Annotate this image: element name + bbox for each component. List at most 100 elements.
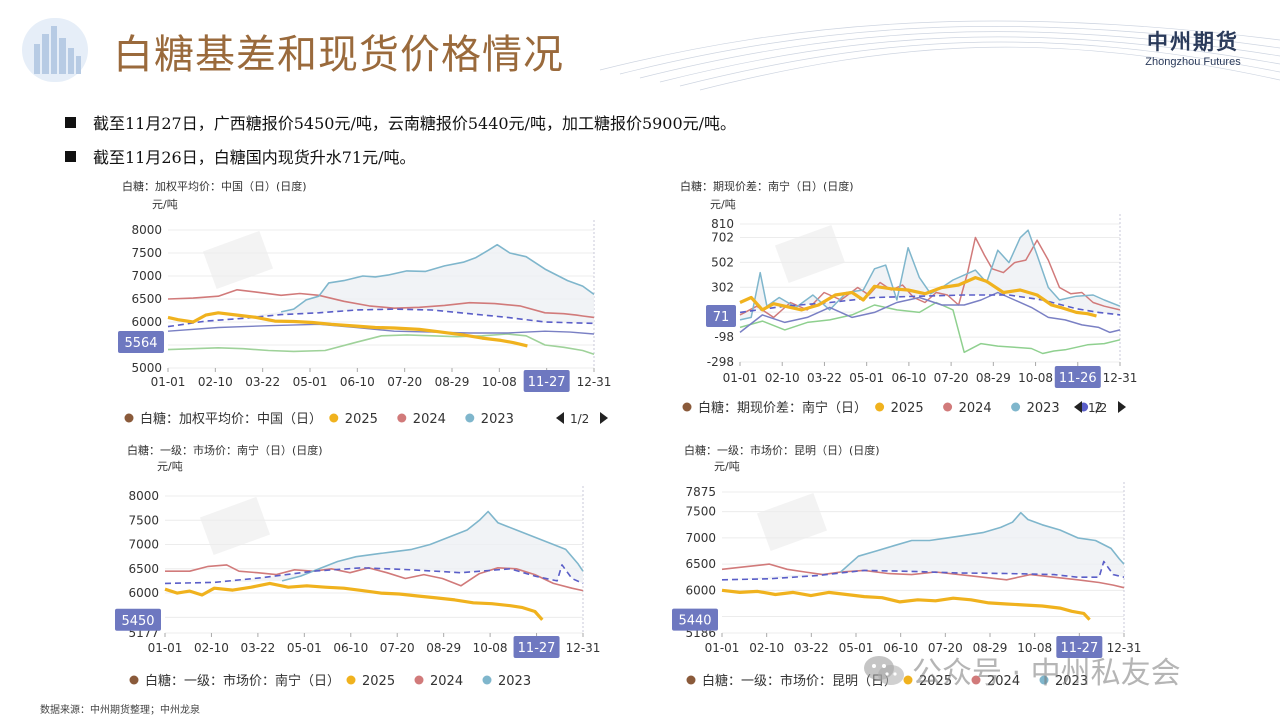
watermark-text: 公众号 · 中州私友会 bbox=[912, 656, 1181, 691]
y-tick-label: 810 bbox=[711, 217, 734, 231]
y-tick-label: 7000 bbox=[131, 269, 162, 283]
x-tick-label: 12-31 bbox=[1103, 371, 1138, 385]
legend-marker bbox=[943, 403, 952, 412]
x-tick-label: 10-08 bbox=[482, 375, 517, 389]
y-tick-label: 8000 bbox=[128, 489, 159, 503]
x-tick-label: 10-08 bbox=[1018, 371, 1053, 385]
wechat-icon bbox=[862, 653, 906, 689]
legend-label: 白糖：加权平均价：中国（日） bbox=[140, 411, 322, 427]
x-tick-label: 07-20 bbox=[380, 641, 415, 655]
current-value-label: 5564 bbox=[124, 336, 157, 351]
legend-page-label: 1/2 bbox=[570, 412, 589, 426]
current-value-label: 5450 bbox=[121, 614, 154, 629]
series-line-2022 bbox=[168, 334, 594, 354]
legend-marker bbox=[347, 676, 356, 685]
legend-next-icon bbox=[600, 412, 608, 424]
x-tick-label: 08-29 bbox=[435, 375, 470, 389]
y-tick-label: 6500 bbox=[131, 292, 162, 306]
chart-unit-label: 元/吨 bbox=[157, 460, 183, 473]
y-tick-label: 5000 bbox=[131, 361, 162, 375]
legend-marker bbox=[125, 414, 134, 423]
x-tick-label: 01-01 bbox=[705, 641, 740, 655]
legend-prev-icon bbox=[556, 412, 564, 424]
y-tick-label: -98 bbox=[714, 330, 734, 344]
chart-title: 白糖：加权平均价：中国（日）(日度) bbox=[122, 179, 307, 193]
logo-cn: 中州期货 bbox=[1138, 26, 1248, 56]
y-tick-label: 7875 bbox=[685, 485, 716, 499]
y-tick-label: 7500 bbox=[685, 505, 716, 519]
current-value-label: 71 bbox=[713, 310, 730, 325]
y-tick-label: 7000 bbox=[128, 538, 159, 552]
legend-label: 2025 bbox=[362, 674, 395, 689]
x-tick-label: 08-29 bbox=[976, 371, 1011, 385]
y-tick-label: -298 bbox=[707, 355, 734, 369]
x-tick-label: 07-20 bbox=[934, 371, 969, 385]
y-tick-label: 6500 bbox=[128, 562, 159, 576]
legend-label: 白糖：期现价差：南宁（日） bbox=[698, 400, 867, 416]
legend-marker bbox=[483, 676, 492, 685]
legend-marker bbox=[415, 676, 424, 685]
x-tick-label: 02-10 bbox=[749, 641, 784, 655]
current-date-label: 11-27 bbox=[528, 375, 566, 390]
legend-label: 白糖：一级：市场价：南宁（日） bbox=[145, 673, 340, 689]
chart-title: 白糖：期现价差：南宁（日）(日度) bbox=[680, 179, 854, 193]
y-tick-label: 302 bbox=[711, 280, 734, 294]
logo-en: Zhongzhou Futures bbox=[1138, 56, 1248, 68]
series-line-2025 bbox=[165, 583, 542, 619]
legend-next-icon bbox=[1118, 401, 1126, 413]
chart-unit-label: 元/吨 bbox=[714, 460, 740, 473]
y-tick-label: 8000 bbox=[131, 223, 162, 237]
y-tick-label: 6000 bbox=[685, 583, 716, 597]
x-tick-label: 06-10 bbox=[340, 375, 375, 389]
chart-basis-nanning: 白糖：期现价差：南宁（日）(日度)元/吨810702502302102-98-2… bbox=[668, 172, 1138, 424]
y-tick-label: 502 bbox=[711, 255, 734, 269]
legend-marker bbox=[1011, 403, 1020, 412]
data-source-note: 数据来源：中州期货整理；中州龙泉 bbox=[40, 701, 200, 716]
faint-watermark-block bbox=[203, 231, 273, 289]
bullet-item: 截至11月27日，广西糖报价5450元/吨，云南糖报价5440元/吨，加工糖报价… bbox=[65, 110, 736, 134]
legend-marker bbox=[683, 403, 692, 412]
x-tick-label: 03-22 bbox=[794, 641, 829, 655]
current-value-label: 5440 bbox=[678, 614, 711, 629]
legend-marker bbox=[329, 414, 338, 423]
legend-prev-icon bbox=[1074, 401, 1082, 413]
y-tick-label: 7500 bbox=[128, 513, 159, 527]
bullet-item: 截至11月26日，白糖国内现货升水71元/吨。 bbox=[65, 144, 415, 168]
chart-unit-label: 元/吨 bbox=[152, 198, 178, 211]
x-tick-label: 12-31 bbox=[566, 641, 601, 655]
company-logo: 中州期货 Zhongzhou Futures bbox=[1138, 26, 1248, 68]
y-tick-label: 6000 bbox=[128, 586, 159, 600]
y-tick-label: 702 bbox=[711, 230, 734, 244]
x-tick-label: 05-01 bbox=[293, 375, 328, 389]
chart-market-price-nanning: 白糖：一级：市场价：南宁（日）(日度) 元/吨 8000 7500 7000 6500 60… bbox=[115, 440, 615, 700]
x-tick-label: 02-10 bbox=[194, 641, 229, 655]
x-tick-label: 06-10 bbox=[891, 371, 926, 385]
x-tick-label: 05-01 bbox=[849, 371, 884, 385]
legend-label: 2025 bbox=[345, 412, 378, 427]
faint-watermark-block bbox=[200, 497, 270, 555]
x-tick-label: 03-22 bbox=[807, 371, 842, 385]
legend-marker bbox=[465, 414, 474, 423]
y-tick-label: 7000 bbox=[685, 531, 716, 545]
x-tick-label: 08-29 bbox=[426, 641, 461, 655]
x-tick-label: 01-01 bbox=[148, 641, 183, 655]
x-tick-label: 10-08 bbox=[473, 641, 508, 655]
x-tick-label: 02-10 bbox=[198, 375, 233, 389]
legend-label: 2024 bbox=[430, 674, 463, 689]
legend-marker bbox=[875, 403, 884, 412]
x-tick-label: 05-01 bbox=[287, 641, 322, 655]
chart-unit-label: 元/吨 bbox=[710, 198, 736, 211]
series-line-2025 bbox=[168, 313, 527, 346]
y-tick-label: 6500 bbox=[685, 557, 716, 571]
x-tick-label: 07-20 bbox=[387, 375, 422, 389]
chart-title: 白糖：一级：市场价：昆明（日）(日度) bbox=[684, 443, 880, 457]
x-tick-label: 06-10 bbox=[333, 641, 368, 655]
legend-label: 2023 bbox=[1027, 401, 1060, 416]
page-title: 白糖基差和现货价格情况 bbox=[113, 22, 564, 80]
chart-weighted-avg-price: 白糖：加权平均价：中国（日）(日度) 元/吨 8000 7500 7000 6500 600… bbox=[110, 172, 620, 440]
legend-label: 2023 bbox=[498, 674, 531, 689]
chart-title: 白糖：一级：市场价：南宁（日）(日度) bbox=[127, 443, 323, 457]
y-tick-label: 7500 bbox=[131, 246, 162, 260]
legend-label: 2025 bbox=[891, 401, 924, 416]
legend-label: 2024 bbox=[959, 401, 992, 416]
